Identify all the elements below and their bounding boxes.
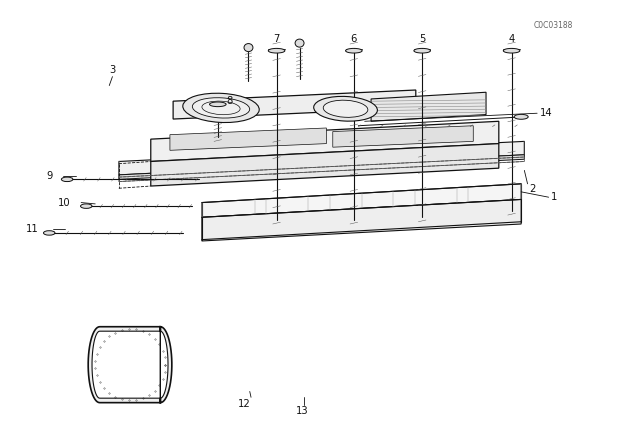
Ellipse shape xyxy=(314,96,378,121)
Ellipse shape xyxy=(514,114,528,119)
Ellipse shape xyxy=(193,98,250,118)
Text: 14: 14 xyxy=(540,108,552,118)
Text: 3: 3 xyxy=(109,65,116,75)
Ellipse shape xyxy=(61,177,73,181)
Ellipse shape xyxy=(209,102,226,107)
Polygon shape xyxy=(151,121,499,161)
Polygon shape xyxy=(371,92,486,121)
Polygon shape xyxy=(202,184,521,217)
Text: 10: 10 xyxy=(58,198,71,207)
Polygon shape xyxy=(170,128,326,151)
Text: 9: 9 xyxy=(47,171,53,181)
Text: 4: 4 xyxy=(508,34,515,43)
Polygon shape xyxy=(119,142,524,175)
Polygon shape xyxy=(151,144,499,186)
Polygon shape xyxy=(119,155,524,179)
Polygon shape xyxy=(88,327,172,403)
Text: 13: 13 xyxy=(296,406,308,416)
Polygon shape xyxy=(202,199,521,241)
Text: C0C03188: C0C03188 xyxy=(533,21,573,30)
Polygon shape xyxy=(333,126,473,147)
Text: 8: 8 xyxy=(226,96,232,106)
Ellipse shape xyxy=(346,48,362,53)
Text: 5: 5 xyxy=(419,34,426,43)
Text: 11: 11 xyxy=(26,224,39,234)
Ellipse shape xyxy=(268,48,285,53)
Text: 6: 6 xyxy=(351,34,357,43)
Text: 12: 12 xyxy=(238,399,251,409)
Ellipse shape xyxy=(44,231,55,235)
Ellipse shape xyxy=(503,48,520,53)
Ellipse shape xyxy=(81,204,92,208)
Ellipse shape xyxy=(244,43,253,52)
Ellipse shape xyxy=(183,93,259,123)
Polygon shape xyxy=(92,331,168,398)
Text: 2: 2 xyxy=(529,184,536,194)
Ellipse shape xyxy=(295,39,304,47)
Polygon shape xyxy=(173,90,416,119)
Ellipse shape xyxy=(414,48,431,53)
Text: 7: 7 xyxy=(273,34,280,43)
Ellipse shape xyxy=(323,100,368,117)
Text: 1: 1 xyxy=(551,192,557,202)
